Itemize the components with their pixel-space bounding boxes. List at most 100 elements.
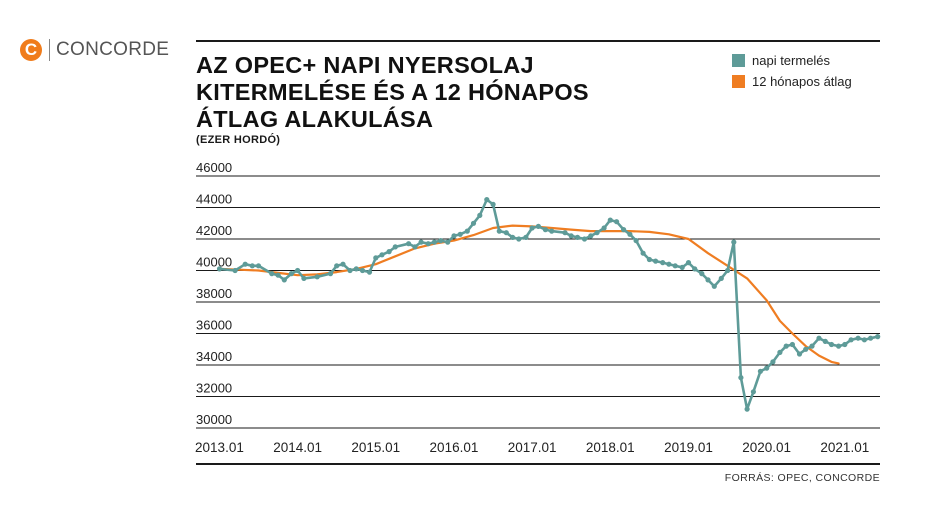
data-point-daily xyxy=(621,227,627,233)
y-tick-label: 42000 xyxy=(196,223,232,238)
y-tick-label: 40000 xyxy=(196,255,232,270)
y-tick-label: 34000 xyxy=(196,349,232,364)
data-point-daily xyxy=(633,238,639,244)
data-point-daily xyxy=(232,267,238,274)
data-point-daily xyxy=(757,368,764,374)
data-point-daily xyxy=(418,239,424,245)
data-point-daily xyxy=(750,389,757,395)
data-point-daily xyxy=(373,255,379,261)
data-point-daily xyxy=(295,267,301,274)
brand-logo: C CONCORDE xyxy=(20,36,169,64)
y-tick-label: 46000 xyxy=(196,160,232,175)
series-line-average xyxy=(218,224,840,365)
data-point-daily xyxy=(386,249,392,255)
data-point-daily xyxy=(581,236,588,242)
data-point-daily xyxy=(379,252,385,258)
data-point-daily xyxy=(699,271,705,277)
data-point-daily xyxy=(425,241,431,247)
legend-label-average: 12 hónapos átlag xyxy=(752,74,852,89)
data-point-daily xyxy=(542,227,549,233)
data-point-daily xyxy=(738,375,744,381)
data-point-daily xyxy=(855,335,861,341)
x-tick-label: 2017.01 xyxy=(508,440,557,455)
y-tick-label: 32000 xyxy=(196,381,232,396)
data-point-daily xyxy=(711,283,717,289)
data-point-daily xyxy=(601,225,607,231)
data-point-daily xyxy=(685,260,692,266)
y-tick-label: 44000 xyxy=(196,192,232,207)
data-point-daily xyxy=(327,271,334,277)
data-point-daily xyxy=(646,256,653,263)
data-point-daily xyxy=(359,267,366,274)
data-point-daily xyxy=(269,271,275,277)
data-point-daily xyxy=(718,275,724,281)
data-point-daily xyxy=(679,264,685,270)
data-point-daily xyxy=(509,234,516,240)
x-tick-label: 2021.01 xyxy=(820,440,869,455)
data-point-daily xyxy=(451,233,457,239)
data-point-daily xyxy=(725,267,731,274)
data-point-daily xyxy=(457,231,463,237)
data-point-daily xyxy=(275,272,281,278)
data-point-daily xyxy=(477,212,483,218)
data-point-daily xyxy=(445,239,451,245)
bottom-rule xyxy=(196,463,880,465)
data-point-daily xyxy=(842,341,848,348)
data-point-daily xyxy=(242,261,248,267)
data-point-daily xyxy=(672,263,678,269)
data-point-daily xyxy=(366,269,373,275)
data-point-daily xyxy=(255,263,262,269)
data-point-daily xyxy=(438,238,444,244)
data-point-daily xyxy=(614,219,620,225)
data-point-daily xyxy=(783,343,789,349)
x-tick-label: 2015.01 xyxy=(351,440,400,455)
data-point-daily xyxy=(861,337,868,343)
data-point-daily xyxy=(535,223,542,229)
data-point-daily xyxy=(568,233,574,239)
data-point-daily xyxy=(875,334,881,340)
data-point-daily xyxy=(666,261,672,267)
chart-title-line: KITERMELÉSE ÉS A 12 HÓNAPOS xyxy=(196,79,589,105)
data-point-daily xyxy=(607,217,613,223)
data-point-daily xyxy=(744,406,750,412)
data-point-daily xyxy=(431,239,437,245)
data-point-daily xyxy=(803,346,809,352)
y-tick-label: 36000 xyxy=(196,318,232,333)
x-tick-label: 2018.01 xyxy=(586,440,635,455)
chart-title-line: ÁTLAG ALAKULÁSA xyxy=(196,106,434,132)
data-point-daily xyxy=(789,341,796,348)
x-tick-label: 2020.01 xyxy=(742,440,791,455)
data-point-daily xyxy=(796,351,803,357)
data-point-daily xyxy=(249,263,255,269)
data-point-daily xyxy=(523,234,529,240)
data-point-daily xyxy=(816,335,822,341)
data-point-daily xyxy=(627,231,633,237)
data-point-daily xyxy=(562,230,568,236)
data-point-daily xyxy=(574,234,581,240)
data-point-daily xyxy=(822,338,828,344)
data-point-daily xyxy=(353,266,359,272)
top-rule xyxy=(196,40,880,42)
legend-label-daily: napi termelés xyxy=(752,53,831,68)
logo-divider xyxy=(49,39,50,61)
data-point-daily xyxy=(594,230,600,236)
data-point-daily xyxy=(281,277,287,283)
x-tick-label: 2013.01 xyxy=(195,440,244,455)
data-point-daily xyxy=(216,266,223,272)
chart-title: AZ OPEC+ NAPI NYERSOLAJ KITERMELÉSE ÉS A… xyxy=(196,52,656,133)
data-point-daily xyxy=(809,343,815,349)
data-point-daily xyxy=(836,343,842,349)
y-tick-label: 38000 xyxy=(196,286,232,301)
source-note: FORRÁS: OPEC, CONCORDE xyxy=(724,472,880,484)
brand-name: CONCORDE xyxy=(56,39,170,60)
data-point-daily xyxy=(653,258,659,264)
data-point-daily xyxy=(692,266,698,272)
x-tick-label: 2016.01 xyxy=(430,440,479,455)
data-point-daily xyxy=(334,263,340,269)
chart-legend: napi termelés 12 hónapos átlag xyxy=(732,50,852,92)
chart-subtitle: (EZER HORDÓ) xyxy=(196,134,281,146)
data-point-daily xyxy=(764,365,770,371)
data-point-daily xyxy=(496,228,502,234)
data-point-daily xyxy=(412,244,418,250)
